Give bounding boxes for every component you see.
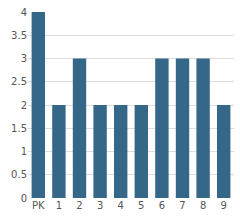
svg-text:8: 8 (200, 200, 206, 211)
svg-text:4: 4 (118, 200, 124, 211)
svg-text:0: 0 (21, 193, 27, 204)
svg-text:5: 5 (138, 200, 144, 211)
svg-text:2: 2 (76, 200, 82, 211)
svg-text:4: 4 (21, 7, 27, 18)
svg-text:1: 1 (56, 200, 62, 211)
svg-text:3.5: 3.5 (11, 30, 27, 41)
svg-text:9: 9 (221, 200, 227, 211)
svg-text:2: 2 (21, 100, 27, 111)
svg-text:3: 3 (21, 53, 27, 64)
svg-text:6: 6 (159, 200, 165, 211)
svg-text:1.5: 1.5 (11, 123, 27, 134)
svg-text:PK: PK (32, 200, 45, 211)
svg-text:0.5: 0.5 (11, 169, 27, 180)
svg-text:3: 3 (97, 200, 103, 211)
svg-text:7: 7 (179, 200, 185, 211)
svg-text:2.5: 2.5 (11, 76, 27, 87)
svg-text:1: 1 (21, 146, 27, 157)
